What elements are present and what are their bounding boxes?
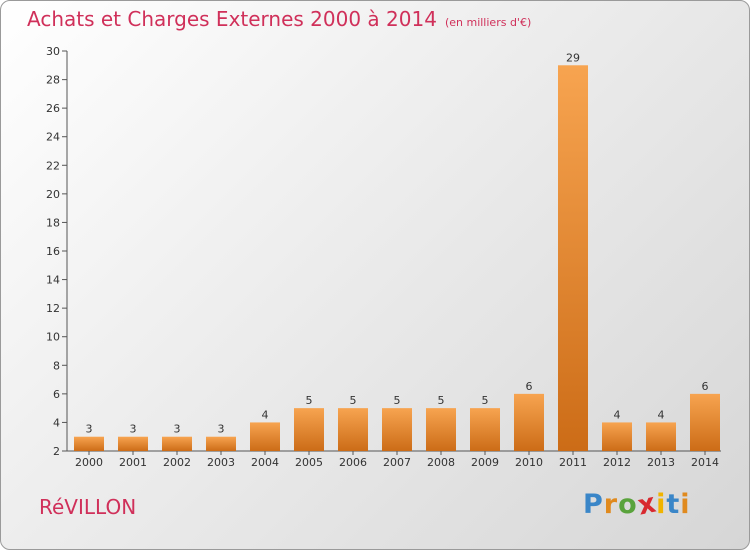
data-label: 5 bbox=[482, 394, 489, 407]
bar bbox=[250, 422, 280, 451]
x-tick-label: 2014 bbox=[691, 456, 719, 469]
title-text: Achats et Charges Externes 2000 à 2014 bbox=[27, 7, 437, 31]
chart-subtitle: (en milliers d'€) bbox=[444, 16, 532, 29]
x-tick-label: 2010 bbox=[515, 456, 543, 469]
x-tick-label: 2000 bbox=[75, 456, 103, 469]
x-tick-label: 2013 bbox=[647, 456, 675, 469]
bar bbox=[74, 436, 104, 451]
y-tick-label: 10 bbox=[46, 331, 60, 344]
bar bbox=[426, 408, 456, 451]
data-label: 5 bbox=[350, 394, 357, 407]
chart-title: Achats et Charges Externes 2000 à 2014 (e… bbox=[27, 7, 531, 31]
y-tick-label: 12 bbox=[46, 302, 60, 315]
y-tick-label: 28 bbox=[46, 74, 60, 87]
x-tick-label: 2008 bbox=[427, 456, 455, 469]
y-tick-label: 4 bbox=[53, 416, 60, 429]
x-tick-label: 2002 bbox=[163, 456, 191, 469]
logo-letter: t bbox=[666, 489, 681, 520]
y-tick-label: 20 bbox=[46, 188, 60, 201]
logo-letter: r bbox=[603, 489, 619, 520]
x-tick-label: 2011 bbox=[559, 456, 587, 469]
data-label: 5 bbox=[394, 394, 401, 407]
x-tick-label: 2009 bbox=[471, 456, 499, 469]
x-tick-label: 2007 bbox=[383, 456, 411, 469]
logo-letter: P bbox=[583, 489, 604, 520]
data-label: 4 bbox=[262, 408, 269, 421]
bar bbox=[470, 408, 500, 451]
bar bbox=[558, 65, 588, 452]
x-tick-label: 2001 bbox=[119, 456, 147, 469]
data-label: 3 bbox=[174, 423, 181, 436]
y-tick-label: 30 bbox=[46, 45, 60, 58]
y-tick-label: 22 bbox=[46, 159, 60, 172]
data-label: 5 bbox=[306, 394, 313, 407]
bar bbox=[206, 436, 236, 451]
logo-letter: i bbox=[680, 489, 691, 520]
data-label: 3 bbox=[130, 423, 137, 436]
x-tick-label: 2012 bbox=[603, 456, 631, 469]
y-tick-label: 26 bbox=[46, 102, 60, 115]
y-tick-label: 14 bbox=[46, 274, 60, 287]
bar bbox=[382, 408, 412, 451]
x-tick-label: 2006 bbox=[339, 456, 367, 469]
bar bbox=[646, 422, 676, 451]
logo-letter: o bbox=[618, 489, 638, 520]
commune-name: RéVILLON bbox=[39, 495, 137, 519]
bar bbox=[602, 422, 632, 451]
data-label: 5 bbox=[438, 394, 445, 407]
y-tick-label: 6 bbox=[53, 388, 60, 401]
proxiti-logo: Proxiti bbox=[583, 487, 691, 521]
x-tick-label: 2003 bbox=[207, 456, 235, 469]
y-tick-label: 16 bbox=[46, 245, 60, 258]
y-tick-label: 18 bbox=[46, 216, 60, 229]
data-label: 4 bbox=[614, 408, 621, 421]
y-tick-label: 2 bbox=[53, 445, 60, 458]
data-label: 6 bbox=[702, 380, 709, 393]
data-label: 3 bbox=[86, 423, 93, 436]
x-tick-label: 2005 bbox=[295, 456, 323, 469]
x-tick-label: 2004 bbox=[251, 456, 279, 469]
data-label: 3 bbox=[218, 423, 225, 436]
bar bbox=[338, 408, 368, 451]
bar bbox=[690, 393, 720, 451]
data-label: 4 bbox=[658, 408, 665, 421]
bar bbox=[294, 408, 324, 451]
y-tick-label: 24 bbox=[46, 131, 60, 144]
data-label: 6 bbox=[526, 380, 533, 393]
bar bbox=[514, 393, 544, 451]
data-label: 29 bbox=[566, 51, 580, 64]
y-tick-label: 8 bbox=[53, 359, 60, 372]
bar bbox=[162, 436, 192, 451]
bar bbox=[118, 436, 148, 451]
logo-letter: i bbox=[656, 489, 667, 520]
